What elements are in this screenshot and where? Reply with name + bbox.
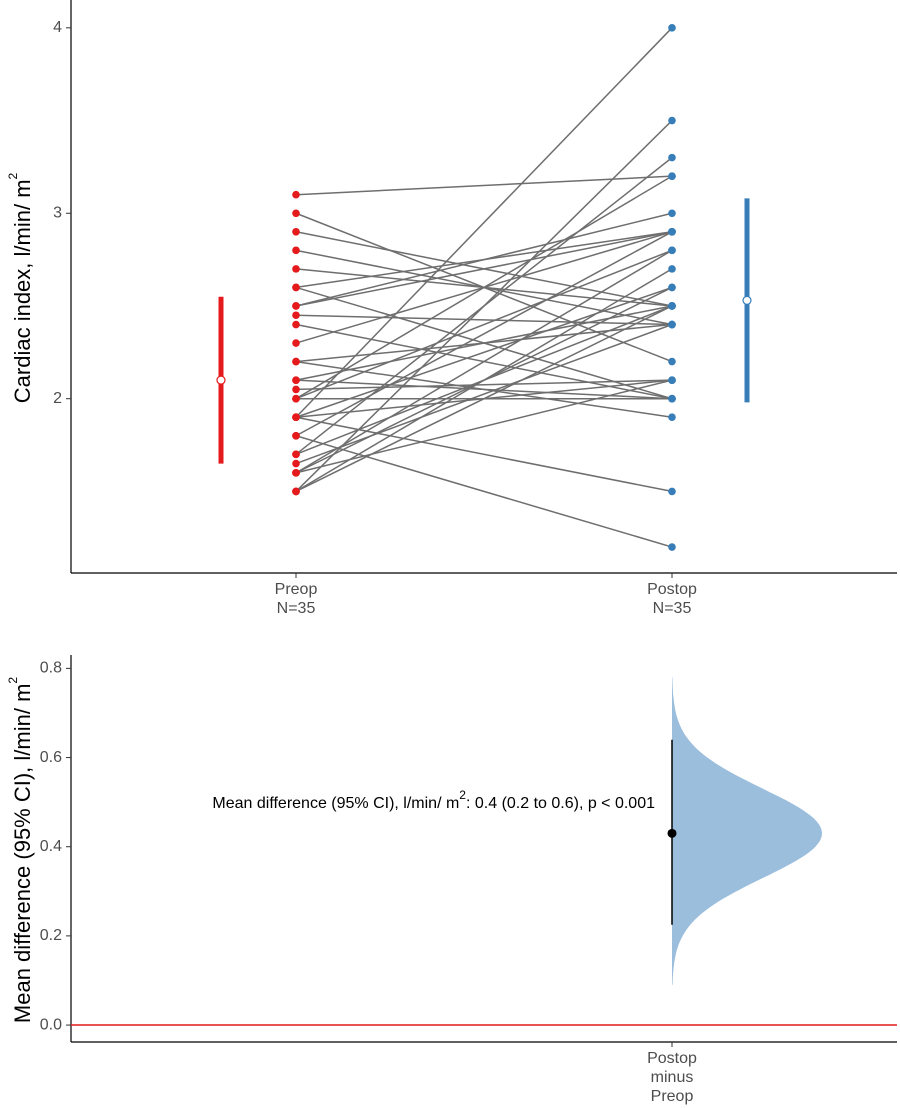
x-tick-label: Preop (275, 581, 318, 598)
point (668, 172, 676, 180)
point (292, 311, 300, 320)
point (668, 413, 676, 422)
point (668, 543, 676, 551)
summary-mean (742, 295, 752, 306)
point (668, 209, 676, 218)
point (292, 450, 300, 459)
point (668, 24, 676, 32)
point (668, 487, 676, 496)
point (292, 265, 300, 273)
density (672, 677, 822, 985)
pair-line (295, 305, 673, 493)
y-tick-label: 0.2 (40, 927, 62, 944)
point (668, 302, 676, 310)
point (292, 469, 300, 477)
point (292, 190, 300, 199)
point (292, 246, 300, 255)
x-tick-label: Postop (647, 581, 697, 598)
y-tick-label: 2 (53, 390, 62, 407)
annotation-text: Mean difference (95% CI), l/min/ m (212, 795, 459, 812)
y-tick-label: 3 (53, 204, 62, 221)
pair-line (295, 27, 673, 418)
point (292, 385, 300, 394)
pair-line (295, 249, 673, 400)
annotation-sup: 2 (459, 788, 466, 802)
pair-line (295, 268, 673, 493)
point (668, 357, 676, 366)
x-tick-label: Postop (647, 1050, 697, 1067)
point (292, 227, 300, 236)
pair-line (295, 379, 673, 400)
y-tick-label: 0.6 (40, 749, 62, 766)
y-axis-title: Mean difference (95% CI), l/min/ m2 (6, 677, 35, 1024)
point (292, 320, 300, 329)
pair-line (295, 175, 673, 400)
y-axis-title-text: Cardiac index, l/min/ m (10, 179, 35, 403)
point (292, 376, 300, 384)
point (668, 246, 676, 255)
pair-line (295, 231, 673, 289)
point (292, 431, 300, 440)
point (292, 487, 300, 496)
point (292, 394, 300, 403)
point (668, 153, 676, 162)
pair-line (295, 175, 673, 196)
y-tick-label: 4 (53, 19, 62, 36)
point (668, 394, 676, 403)
point (668, 116, 676, 125)
point (668, 376, 676, 384)
point (668, 227, 676, 236)
y-axis-title: Cardiac index, l/min/ m2 (6, 172, 35, 403)
pair-line (295, 323, 673, 465)
point (292, 339, 300, 347)
mean-point (667, 828, 677, 838)
x-tick-label: Preop (651, 1088, 694, 1105)
y-tick-label: 0.4 (40, 838, 62, 855)
pair-line (295, 286, 673, 418)
x-tick-note: N=35 (277, 600, 316, 617)
point (292, 283, 300, 292)
point (292, 357, 300, 366)
summary-mean (216, 375, 226, 385)
point (292, 302, 300, 310)
x-tick-note: N=35 (653, 600, 692, 617)
pair-line (295, 416, 673, 493)
y-axis-title-sup: 2 (6, 172, 20, 179)
point (292, 413, 300, 422)
point (668, 265, 676, 273)
point (668, 283, 676, 292)
pair-line (295, 231, 673, 307)
point (668, 320, 676, 329)
pair-line (295, 379, 673, 391)
pair-line (295, 231, 673, 437)
y-axis-title-text: Mean difference (95% CI), l/min/ m (10, 684, 35, 1024)
y-axis-title-sup: 2 (6, 677, 20, 684)
y-tick-label: 0.8 (40, 660, 62, 677)
x-tick-label: minus (651, 1069, 694, 1086)
pair-line (295, 120, 673, 492)
annotation-rest: : 0.4 (0.2 to 0.6), p < 0.001 (466, 795, 655, 812)
point (292, 209, 300, 218)
y-tick-label: 0.0 (40, 1016, 62, 1033)
annotation: Mean difference (95% CI), l/min/ m2: 0.4… (212, 788, 655, 812)
pair-line (295, 314, 673, 326)
pair-line (295, 435, 673, 548)
pair-line (295, 249, 673, 474)
point (292, 459, 300, 468)
